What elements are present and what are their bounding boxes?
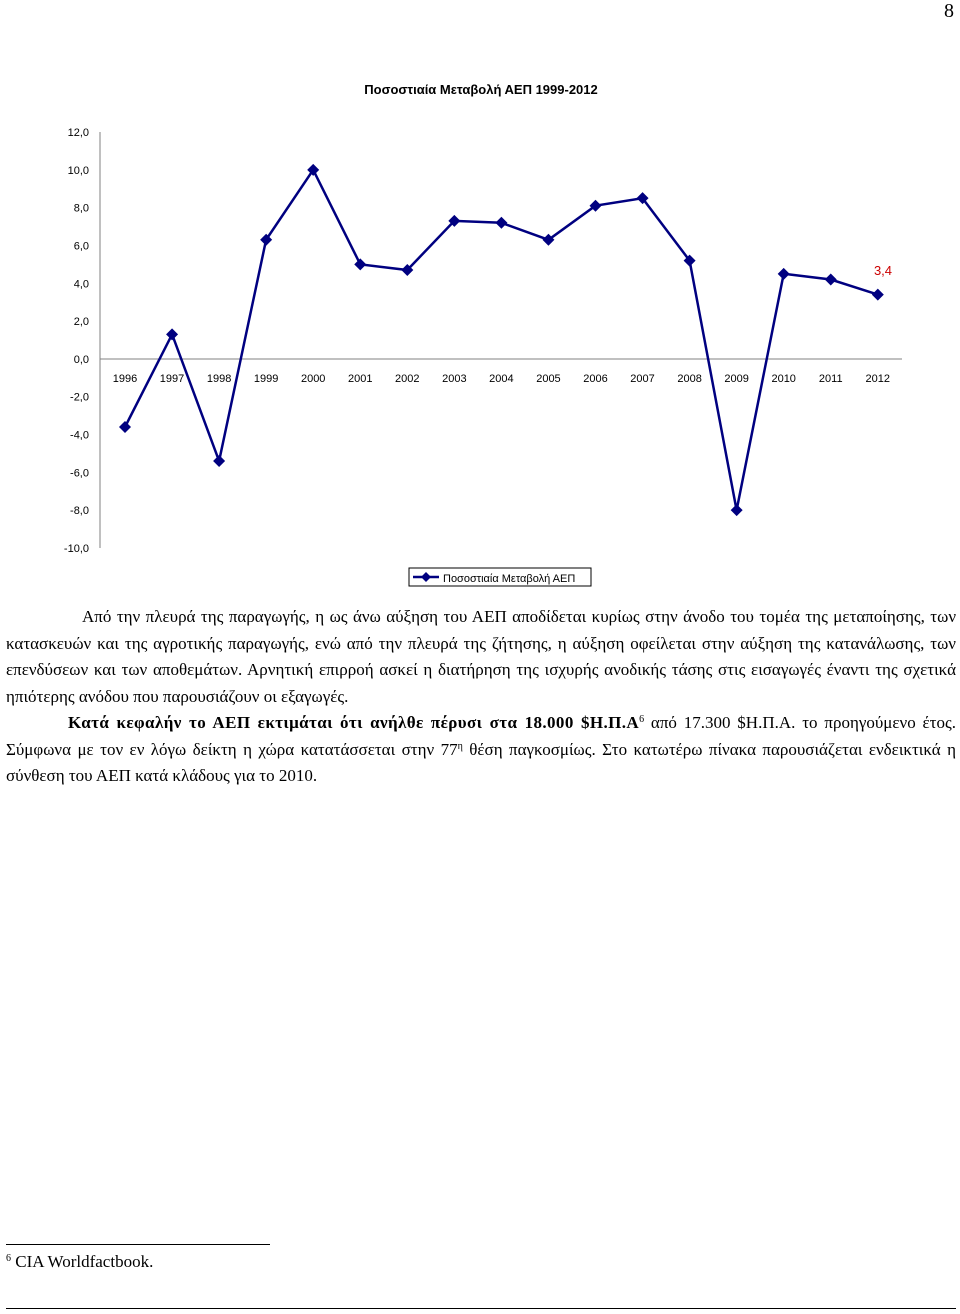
y-tick-label: 12,0: [68, 127, 89, 139]
rank-ordinal-sup: η: [457, 740, 463, 752]
x-tick-label: 2006: [583, 373, 607, 385]
footnote-separator: [6, 1244, 270, 1245]
paragraph-production: Από την πλευρά της παραγωγής, η ως άνω α…: [6, 607, 956, 706]
footnote-text: CIA Worldfactbook.: [11, 1252, 154, 1271]
x-tick-label: 2003: [442, 373, 466, 385]
data-point-marker: [683, 254, 696, 267]
per-capita-text: από 17.300 $Η.Π.Α. το προηγούμενο έτος. …: [6, 713, 956, 759]
page-bottom-rule: [6, 1308, 956, 1309]
x-tick-label: 2001: [348, 373, 372, 385]
y-tick-label: 8,0: [74, 203, 89, 215]
y-tick-label: -8,0: [70, 505, 89, 517]
y-tick-label: -4,0: [70, 430, 89, 442]
y-tick-label: 0,0: [74, 354, 89, 366]
data-point-marker: [636, 192, 649, 205]
footnote: 6 CIA Worldfactbook.: [6, 1252, 153, 1272]
footnote-ref-6: 6: [639, 714, 645, 725]
data-point-marker: [260, 233, 273, 246]
legend-label: Ποσοστιαία Μεταβολή ΑΕΠ: [443, 573, 575, 585]
per-capita-bold-text: Κατά κεφαλήν το ΑΕΠ εκτιμάται ότι ανήλθε…: [68, 713, 640, 732]
legend: Ποσοστιαία Μεταβολή ΑΕΠ: [408, 567, 592, 587]
chart-title: Ποσοστιαία Μεταβολή ΑΕΠ 1999-2012: [364, 82, 598, 97]
x-tick-label: 2009: [724, 373, 748, 385]
y-tick-label: -2,0: [70, 392, 89, 404]
x-tick-label: 1996: [113, 373, 137, 385]
x-tick-label: 1999: [254, 373, 278, 385]
x-tick-label: 1998: [207, 373, 231, 385]
data-point-marker: [354, 258, 367, 271]
y-tick-label: 10,0: [68, 165, 89, 177]
x-tick-label: 2012: [866, 373, 890, 385]
data-point-marker: [448, 214, 461, 227]
x-tick-label: 2002: [395, 373, 419, 385]
x-tick-label: 2005: [536, 373, 560, 385]
page-number: 8: [944, 0, 954, 22]
x-tick-label: 2008: [677, 373, 701, 385]
data-point-marker: [166, 328, 179, 341]
y-tick-label: 6,0: [74, 240, 89, 252]
data-point-marker: [824, 273, 837, 286]
x-tick-label: 2007: [630, 373, 654, 385]
data-point-marker: [307, 163, 320, 176]
x-tick-label: 1997: [160, 373, 184, 385]
x-tick-labels: 1996 1997 1998 1999 2000 2001 2002 2003 2004 2005…: [113, 373, 890, 385]
legend-marker-icon: [421, 572, 431, 582]
x-tick-label: 2000: [301, 373, 325, 385]
y-tick-label: -6,0: [70, 467, 89, 479]
x-tick-label: 2010: [771, 373, 795, 385]
y-tick-label: -10,0: [64, 543, 89, 555]
per-capita-text-end: θέση παγκοσμίως. Στο κατωτέρω πίνακα παρ…: [6, 739, 956, 786]
last-value-annotation: 3,4: [874, 263, 892, 278]
data-point-marker: [495, 216, 508, 229]
y-tick-label: 2,0: [74, 316, 89, 328]
data-point-marker: [542, 233, 555, 246]
data-point-marker: [777, 267, 790, 280]
x-tick-label: 2011: [819, 373, 843, 385]
y-tick-label: 4,0: [74, 278, 89, 290]
data-point-marker: [730, 504, 743, 517]
legend-box: [408, 567, 592, 587]
x-tick-label: 2004: [489, 373, 513, 385]
paragraph-per-capita: Κατά κεφαλήν το ΑΕΠ εκτιμάται ότι ανήλθε…: [6, 710, 956, 790]
series-markers: [119, 163, 884, 517]
gdp-change-chart: Ποσοστιαία Μεταβολή ΑΕΠ 1999-2012 12,0 10…: [64, 82, 902, 587]
data-point-marker: [401, 264, 414, 277]
footnote-mark: 6: [6, 1253, 11, 1264]
data-point-marker: [119, 420, 131, 433]
data-point-marker: [213, 455, 226, 468]
data-point-marker: [589, 199, 602, 212]
data-point-marker: [871, 288, 884, 301]
y-tick-labels: 12,0 10,0 8,0 6,0 4,0 2,0 0,0 -2,0 -4,0 -6,0 -8,0 -…: [64, 127, 89, 555]
